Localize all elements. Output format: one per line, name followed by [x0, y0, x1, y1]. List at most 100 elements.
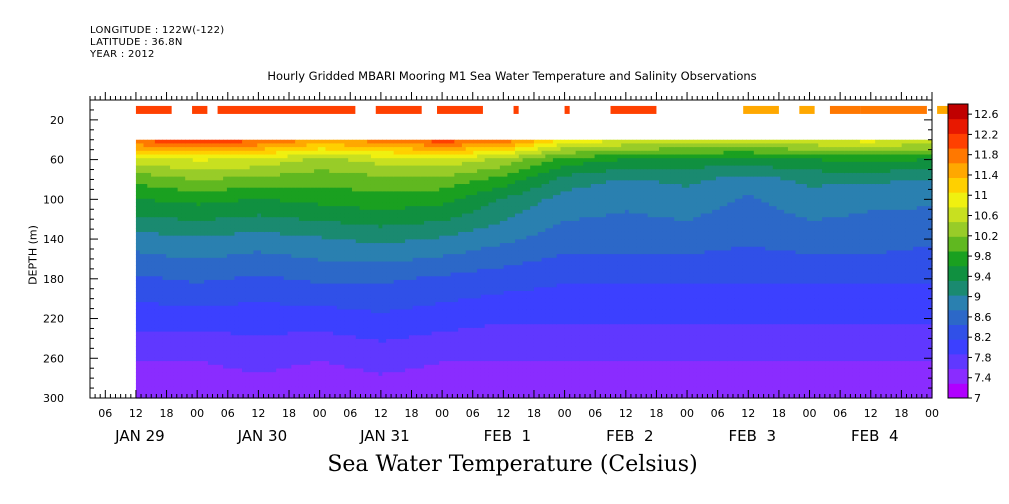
heat-cell — [177, 272, 183, 277]
heat-cell — [139, 257, 145, 263]
heat-cell — [238, 139, 243, 145]
heat-cell — [189, 338, 194, 344]
heat-cell — [143, 202, 148, 207]
heat-cell — [370, 243, 376, 248]
heat-cell — [363, 324, 368, 329]
heat-cell — [253, 291, 258, 296]
heat-cell — [162, 213, 167, 218]
heat-cell — [139, 268, 145, 274]
heat-cell — [264, 338, 270, 344]
heat-cell — [272, 206, 277, 211]
heat-cell — [135, 139, 141, 145]
heat-cell — [223, 279, 228, 285]
heat-cell — [196, 143, 201, 148]
heat-cell — [207, 379, 213, 384]
heat-cell — [397, 342, 402, 347]
heat-cell — [143, 158, 148, 163]
heat-cell — [283, 331, 289, 336]
heat-cell — [374, 386, 380, 392]
heat-cell — [192, 217, 198, 222]
heat-cell — [173, 327, 179, 333]
heat-cell — [367, 169, 372, 174]
heat-cell — [181, 202, 186, 207]
heat-cell — [272, 361, 277, 366]
heat-cell — [151, 353, 156, 359]
heat-cell — [261, 272, 266, 277]
heat-cell — [367, 257, 372, 263]
heat-cell — [359, 316, 364, 322]
heat-cell — [340, 191, 346, 196]
heat-cell — [135, 338, 141, 344]
heat-cell — [147, 235, 152, 240]
heat-cell — [325, 335, 330, 340]
heat-cell — [272, 324, 277, 329]
heat-cell — [302, 228, 308, 233]
heat-cell — [348, 139, 353, 145]
heat-cell — [253, 220, 258, 226]
heat-cell — [207, 209, 213, 215]
heat-cell — [378, 165, 383, 170]
heat-cell — [253, 335, 258, 340]
heat-cell — [204, 139, 209, 145]
heat-cell — [219, 158, 224, 163]
heat-cell — [295, 202, 300, 207]
heat-cell — [245, 158, 251, 163]
heat-cell — [223, 372, 228, 377]
heat-cell — [196, 206, 201, 211]
heat-cell — [283, 184, 289, 189]
heat-cell — [162, 291, 167, 296]
heat-cell — [261, 147, 266, 152]
heat-cell — [207, 327, 213, 333]
heat-cell — [177, 257, 183, 263]
heat-cell — [314, 276, 319, 281]
heat-cell — [355, 265, 361, 270]
heat-cell — [401, 305, 406, 311]
heat-cell — [359, 206, 364, 211]
heat-cell — [336, 195, 342, 200]
heat-cell — [196, 313, 201, 318]
heat-cell — [215, 161, 220, 167]
heat-cell — [363, 243, 368, 248]
heat-cell — [298, 386, 304, 392]
heat-cell — [261, 375, 266, 381]
heat-cell — [223, 139, 228, 145]
heat-cell — [253, 287, 258, 292]
heat-cell — [242, 279, 247, 285]
heat-cell — [166, 154, 171, 159]
heat-cell — [340, 316, 346, 322]
heat-cell — [189, 291, 194, 296]
heat-cell — [189, 231, 194, 237]
heat-cell — [207, 338, 213, 344]
heat-cell — [219, 353, 224, 359]
heat-cell — [189, 220, 194, 226]
heat-cell — [329, 346, 334, 351]
heat-cell — [200, 302, 205, 307]
heat-cell — [363, 372, 368, 377]
heat-cell — [295, 206, 300, 211]
heat-cell — [204, 279, 209, 285]
heat-cell — [393, 191, 399, 196]
heat-cell — [143, 220, 148, 226]
heat-cell — [230, 335, 236, 340]
heat-cell — [230, 364, 236, 370]
heat-cell — [355, 154, 361, 159]
heat-cell — [166, 143, 171, 148]
heat-cell — [367, 272, 372, 277]
heat-cell — [348, 368, 353, 373]
heat-cell — [264, 257, 270, 263]
heat-cell — [378, 224, 383, 229]
heat-cell — [401, 261, 406, 266]
heat-cell — [257, 261, 262, 266]
heat-cell — [344, 235, 349, 240]
heat-cell — [147, 139, 152, 145]
heat-cell — [389, 379, 395, 384]
heat-cell — [340, 298, 346, 303]
heat-cell — [321, 161, 327, 167]
heat-cell — [386, 350, 391, 355]
heat-cell — [139, 386, 145, 392]
heat-cell — [336, 250, 342, 255]
heat-cell — [139, 320, 145, 325]
heat-cell — [211, 313, 217, 318]
heat-cell — [317, 158, 323, 163]
heat-cell — [333, 327, 338, 333]
